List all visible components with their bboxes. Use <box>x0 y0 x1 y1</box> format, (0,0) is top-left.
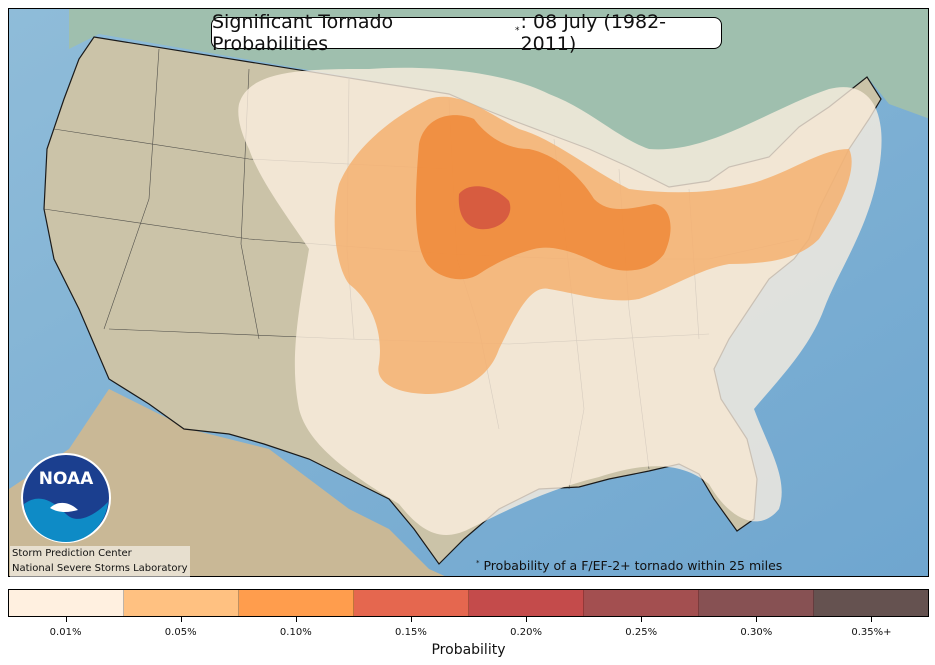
colorbar-tick-label: 0.15% <box>353 617 468 641</box>
map-frame <box>8 8 929 577</box>
colorbar-bin <box>469 590 584 616</box>
credit-box: Storm Prediction Center National Severe … <box>10 546 190 577</box>
colorbar-tick-label: 0.05% <box>123 617 238 641</box>
noaa-logo: NOAA <box>21 453 111 543</box>
colorbar-tick-label: 0.25% <box>584 617 699 641</box>
colorbar-tick-label: 0.01% <box>8 617 123 641</box>
colorbar-bin <box>124 590 239 616</box>
noaa-logo-text: NOAA <box>39 469 94 489</box>
credit-nssl: National Severe Storms Laboratory <box>12 563 188 574</box>
title-prefix: Significant Tornado Probabilities <box>212 11 394 55</box>
title-marker: * <box>515 26 520 36</box>
map-title: Significant Tornado Probabilities *: 08 J… <box>211 11 722 55</box>
prob-0.10-region <box>415 115 671 280</box>
colorbar-tick-label: 0.30% <box>699 617 814 641</box>
credit-spc: Storm Prediction Center <box>12 548 132 559</box>
colorbar-labels: 0.01% 0.05% 0.10% 0.15% 0.20% 0.25% 0.30% 0.35%… <box>8 617 929 641</box>
map-canvas <box>9 9 928 576</box>
colorbar-tick-label: 0.35%+ <box>814 617 929 641</box>
colorbar-bin <box>239 590 354 616</box>
footnote-text: Probability of a F/EF-2+ tornado within … <box>483 558 783 573</box>
colorbar-title: Probability <box>431 642 506 658</box>
colorbar <box>8 589 929 617</box>
footnote: * Probability of a F/EF-2+ tornado withi… <box>476 558 782 573</box>
prob-0.15-region <box>458 186 511 230</box>
colorbar-tick-label: 0.20% <box>469 617 584 641</box>
footnote-marker: * <box>476 558 480 567</box>
colorbar-tick-label: 0.10% <box>238 617 353 641</box>
colorbar-bin <box>699 590 814 616</box>
colorbar-bin <box>814 590 928 616</box>
title-suffix: : 08 July (1982-2011) <box>520 11 667 55</box>
colorbar-bin <box>584 590 699 616</box>
mexico-land <box>9 389 445 576</box>
colorbar-bin <box>354 590 469 616</box>
colorbar-bin <box>9 590 124 616</box>
